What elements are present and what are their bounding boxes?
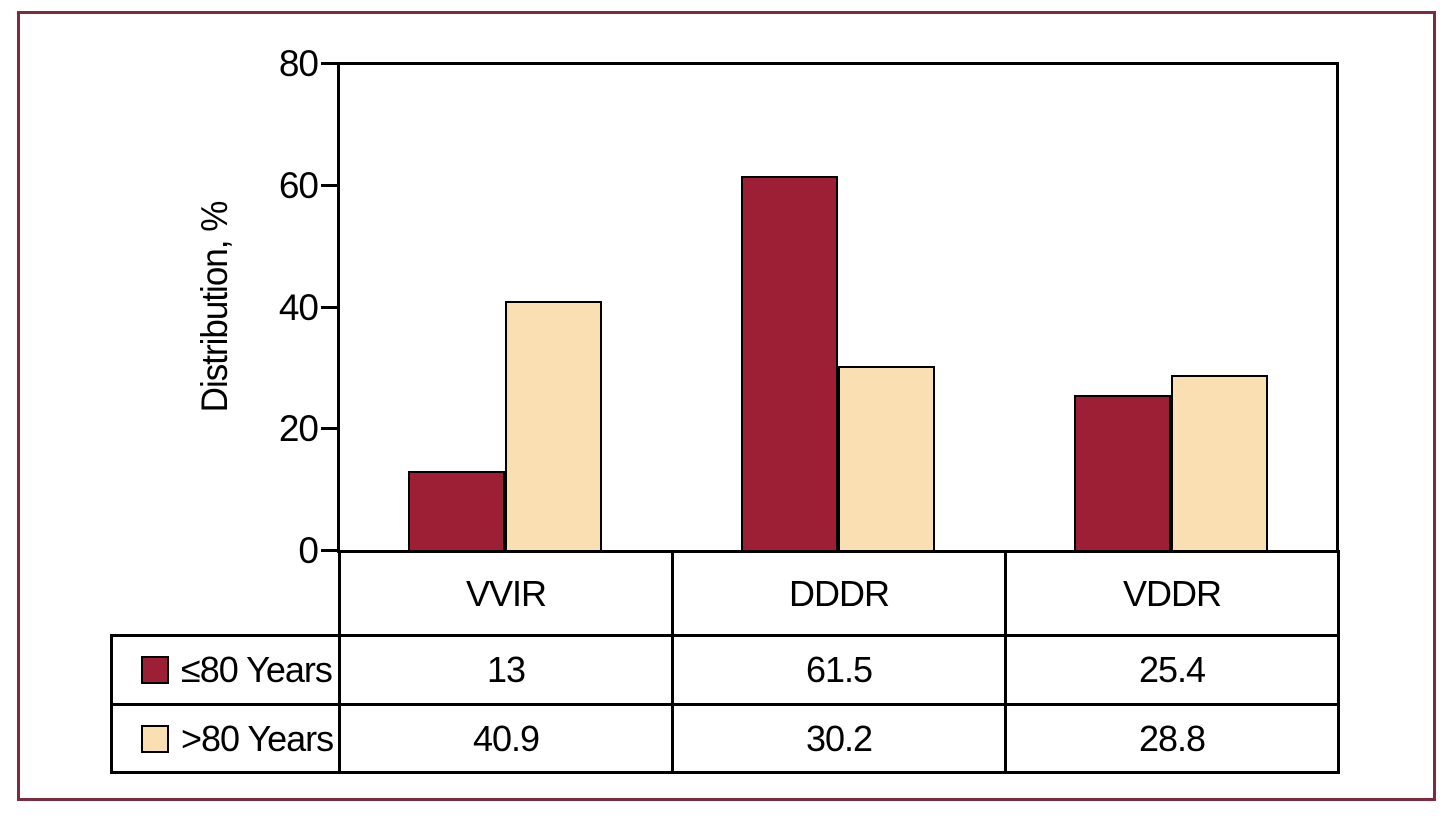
legend-label: ≤80 Years xyxy=(181,649,333,690)
bar-vddr-series-2 xyxy=(1170,374,1268,552)
category-header-label: VDDR xyxy=(1122,572,1222,614)
legend-swatch-icon xyxy=(141,724,169,753)
legend-swatch-icon xyxy=(141,656,169,684)
y-tick-mark-80 xyxy=(321,62,338,65)
bar-vddr-series-1 xyxy=(1073,395,1171,552)
category-header-label: DDDR xyxy=(789,572,890,614)
bar-dddr-series-2 xyxy=(837,366,935,552)
value-text: 25.4 xyxy=(1138,649,1206,690)
value-cell-dddr-row-2: 30.2 xyxy=(671,703,1007,774)
bar-dddr-series-1 xyxy=(740,175,838,552)
y-tick-label-20: 20 xyxy=(278,408,319,450)
y-tick-mark-0 xyxy=(321,549,338,552)
legend-label: >80 Years xyxy=(181,717,334,759)
y-tick-label-80: 80 xyxy=(278,43,319,84)
y-tick-mark-60 xyxy=(321,183,338,187)
value-cell-dddr-row-1: 61.5 xyxy=(671,634,1007,706)
bar-vvir-series-1 xyxy=(407,470,505,552)
value-text: 13 xyxy=(486,649,526,690)
y-tick-label-40: 40 xyxy=(278,286,319,328)
category-header-cell-dddr: DDDR xyxy=(671,550,1007,637)
legend-cell-row-1: ≤80 Years xyxy=(110,634,341,706)
value-cell-vvir-row-2: 40.9 xyxy=(338,703,674,774)
y-tick-label-0: 0 xyxy=(298,530,319,571)
value-cell-vddr-row-2: 28.8 xyxy=(1004,703,1340,774)
category-header-cell-vvir: VVIR xyxy=(338,550,674,637)
category-header-label: VVIR xyxy=(465,572,547,614)
value-cell-vvir-row-1: 13 xyxy=(338,634,674,706)
value-text: 28.8 xyxy=(1138,717,1206,759)
y-tick-mark-20 xyxy=(321,427,338,431)
value-text: 61.5 xyxy=(805,649,873,690)
value-cell-vddr-row-1: 25.4 xyxy=(1004,634,1340,706)
category-header-cell-vddr: VDDR xyxy=(1004,550,1340,637)
value-text: 30.2 xyxy=(805,717,873,759)
y-tick-label-60: 60 xyxy=(278,164,319,206)
bar-vvir-series-2 xyxy=(504,301,602,552)
value-text: 40.9 xyxy=(472,717,540,759)
y-tick-mark-40 xyxy=(321,305,338,309)
legend-cell-row-2: >80 Years xyxy=(110,703,341,774)
